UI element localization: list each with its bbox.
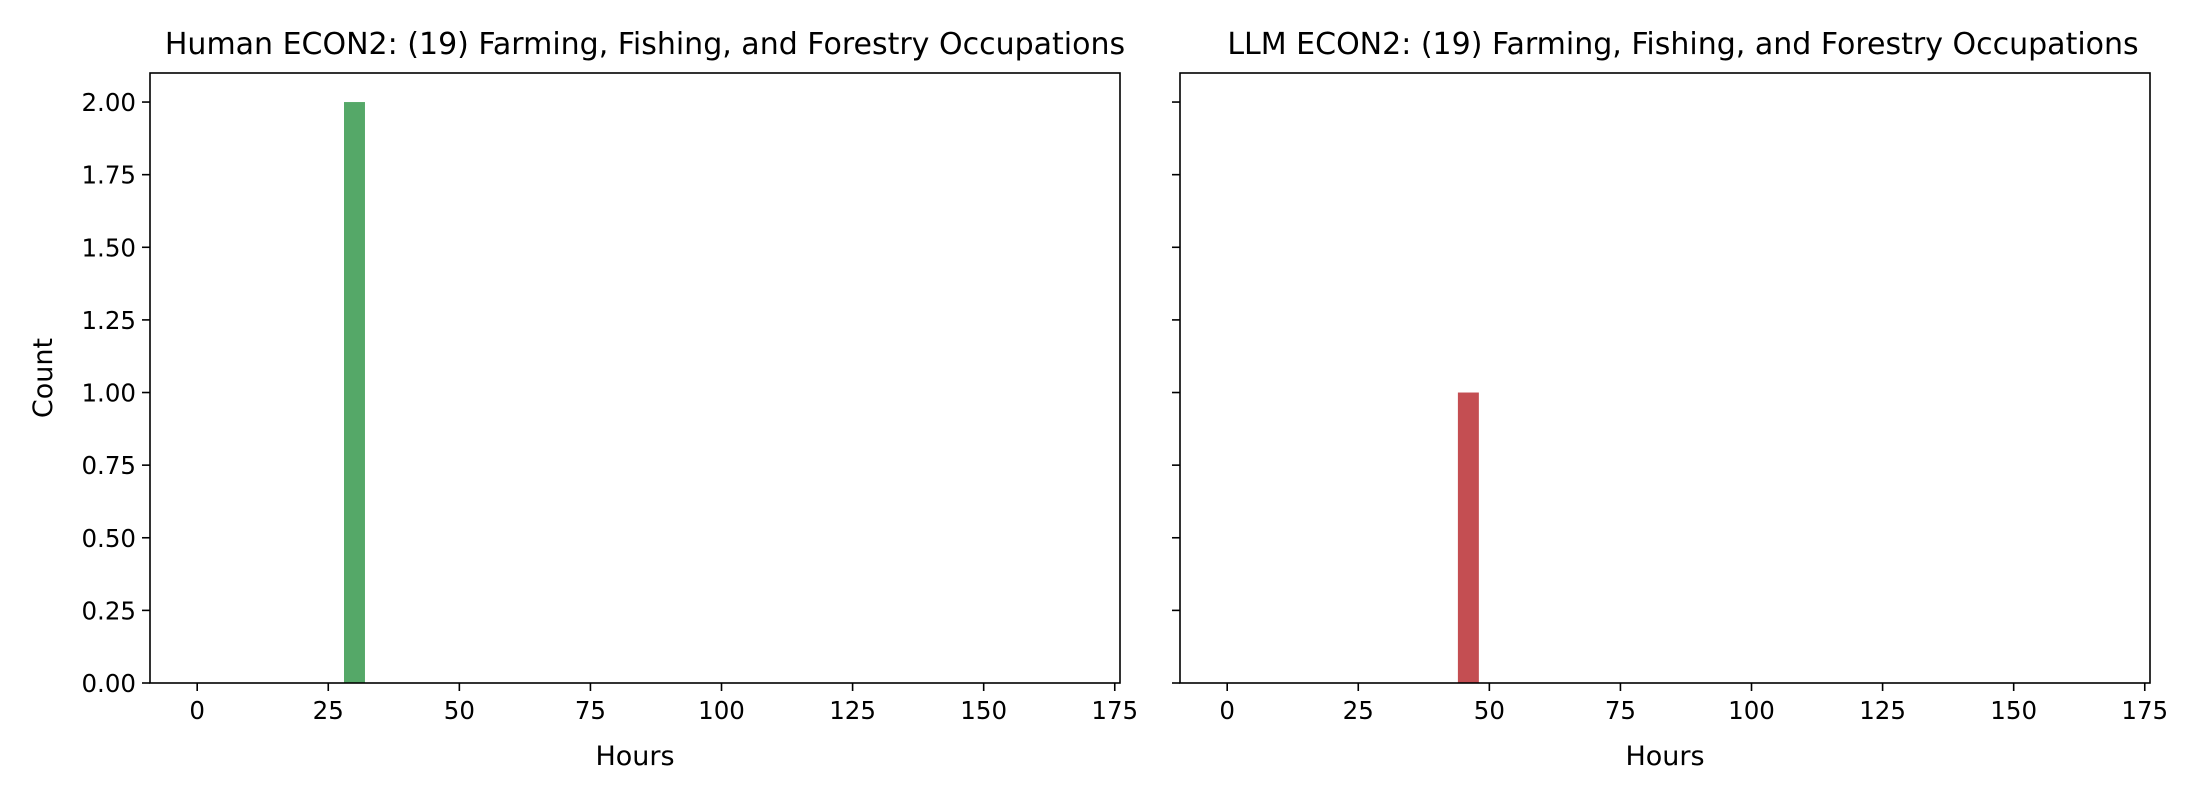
panel-llm: LLM ECON2: (19) Farming, Fishing, and Fo… (1172, 27, 2168, 772)
x-tick-label-llm-7: 175 (2121, 696, 2168, 725)
bars-llm (1457, 392, 1479, 683)
y-axis-label-human: Count (28, 338, 59, 418)
y-tick-label-human-7: 1.75 (81, 161, 136, 190)
x-ticks-human: 0 25 50 75 100 125 150 175 (189, 683, 1138, 725)
y-tick-label-human-0: 0.00 (81, 669, 136, 698)
y-ticks-llm (1172, 101, 1180, 684)
panel-human: Human ECON2: (19) Farming, Fishing, and … (28, 27, 1138, 772)
y-tick-label-human-6: 1.50 (81, 233, 136, 262)
x-tick-label-human-6: 150 (960, 696, 1007, 725)
x-ticks-llm: 0 25 50 75 100 125 150 175 (1219, 683, 2168, 725)
plot-frame-human (149, 72, 1121, 684)
y-tick-label-human-4: 1.00 (81, 379, 136, 408)
chart-title-llm: LLM ECON2: (19) Farming, Fishing, and Fo… (1227, 27, 2138, 62)
x-tick-label-llm-5: 125 (1859, 696, 1906, 725)
x-tick-label-human-1: 25 (313, 696, 344, 725)
x-tick-label-human-2: 50 (444, 696, 475, 725)
x-tick-label-llm-3: 75 (1605, 696, 1636, 725)
x-tick-label-human-7: 175 (1091, 696, 1138, 725)
bars-human (344, 102, 365, 684)
plot-frame-llm (1179, 72, 2151, 684)
x-tick-label-human-0: 0 (189, 696, 205, 725)
x-tick-label-llm-6: 150 (1990, 696, 2037, 725)
x-tick-label-human-3: 75 (575, 696, 606, 725)
x-axis-label-llm: Hours (1625, 741, 1704, 772)
y-tick-label-human-2: 0.50 (81, 524, 136, 553)
y-tick-label-human-5: 1.25 (81, 306, 136, 335)
x-tick-label-human-5: 125 (829, 696, 876, 725)
x-tick-label-llm-2: 50 (1474, 696, 1505, 725)
x-tick-label-human-4: 100 (698, 696, 745, 725)
y-tick-label-human-3: 0.75 (81, 451, 136, 480)
y-tick-label-human-1: 0.25 (81, 596, 136, 625)
y-tick-label-human-8: 2.00 (81, 88, 136, 117)
x-tick-label-llm-0: 0 (1219, 696, 1235, 725)
y-ticks-human: 0.00 0.25 0.50 0.75 1.00 1.25 1.50 1.75 2.00 (81, 88, 150, 698)
x-tick-label-llm-4: 100 (1728, 696, 1775, 725)
chart-title-human: Human ECON2: (19) Farming, Fishing, and … (165, 27, 1125, 62)
histogram-bar-human-0 (344, 102, 365, 684)
histogram-bar-llm-0 (1457, 392, 1479, 683)
x-tick-label-llm-1: 25 (1343, 696, 1374, 725)
x-axis-label-human: Hours (595, 741, 674, 772)
